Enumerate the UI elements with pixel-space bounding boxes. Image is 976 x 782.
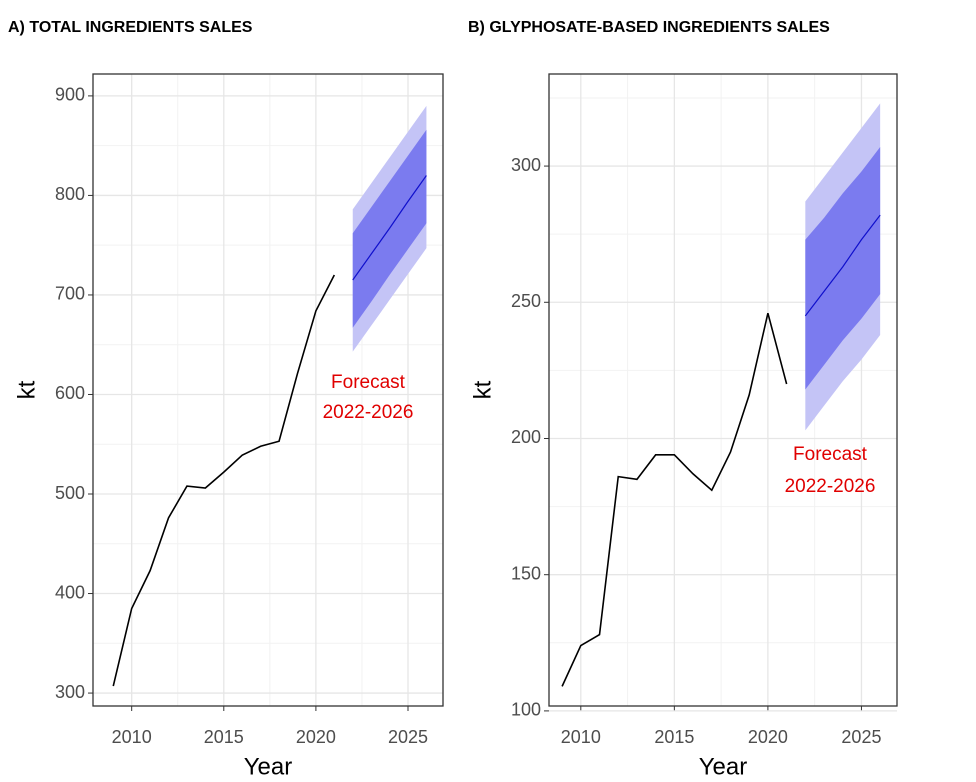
history-line [112, 274, 336, 687]
annotation: 2022-2026 [323, 402, 414, 423]
y-tick-label: 600 [55, 383, 85, 403]
panel-title: B) GLYPHOSATE-BASED INGREDIENTS SALES [468, 19, 830, 36]
y-tick-label: 900 [55, 85, 85, 105]
panel: A) TOTAL INGREDIENTS SALES 2010 2015 2020 20… [8, 19, 444, 780]
x-tick-label: 2010 [561, 727, 601, 747]
x-tick-label: 2020 [748, 727, 788, 747]
y-tick-label: 800 [55, 184, 85, 204]
y-tick-label: 500 [55, 483, 85, 503]
x-tick-label: 2015 [654, 727, 694, 747]
x-tick-label: 2010 [112, 727, 152, 747]
x-axis-label: Year [244, 753, 293, 780]
y-tick-label: 100 [511, 700, 541, 720]
annotation: 2022-2026 [785, 476, 876, 497]
x-tick-label: 2025 [388, 727, 428, 747]
x-tick-label: 2025 [841, 727, 881, 747]
x-axis-label: Year [699, 753, 748, 780]
y-axis-label: kt [13, 380, 40, 399]
x-tick-label: 2020 [296, 727, 336, 747]
panel-title: A) TOTAL INGREDIENTS SALES [8, 19, 253, 36]
forecast-line [352, 175, 427, 281]
y-tick-label: 300 [55, 682, 85, 702]
y-tick-label: 150 [511, 563, 541, 583]
y-tick-label: 400 [55, 582, 85, 602]
annotation: Forecast [331, 372, 406, 393]
forecast-line [804, 214, 881, 317]
history-line [561, 312, 788, 687]
panel: B) GLYPHOSATE-BASED INGREDIENTS SALES 201… [468, 19, 898, 780]
annotation: Forecast [793, 444, 868, 465]
y-axis-label: kt [469, 380, 496, 399]
y-tick-label: 250 [511, 291, 541, 311]
plot-border [548, 73, 898, 707]
band-80 [805, 147, 881, 390]
y-tick-label: 300 [511, 155, 541, 175]
x-tick-label: 2015 [204, 727, 244, 747]
plot-border [92, 73, 444, 707]
y-tick-label: 700 [55, 284, 85, 304]
y-tick-label: 200 [511, 427, 541, 447]
